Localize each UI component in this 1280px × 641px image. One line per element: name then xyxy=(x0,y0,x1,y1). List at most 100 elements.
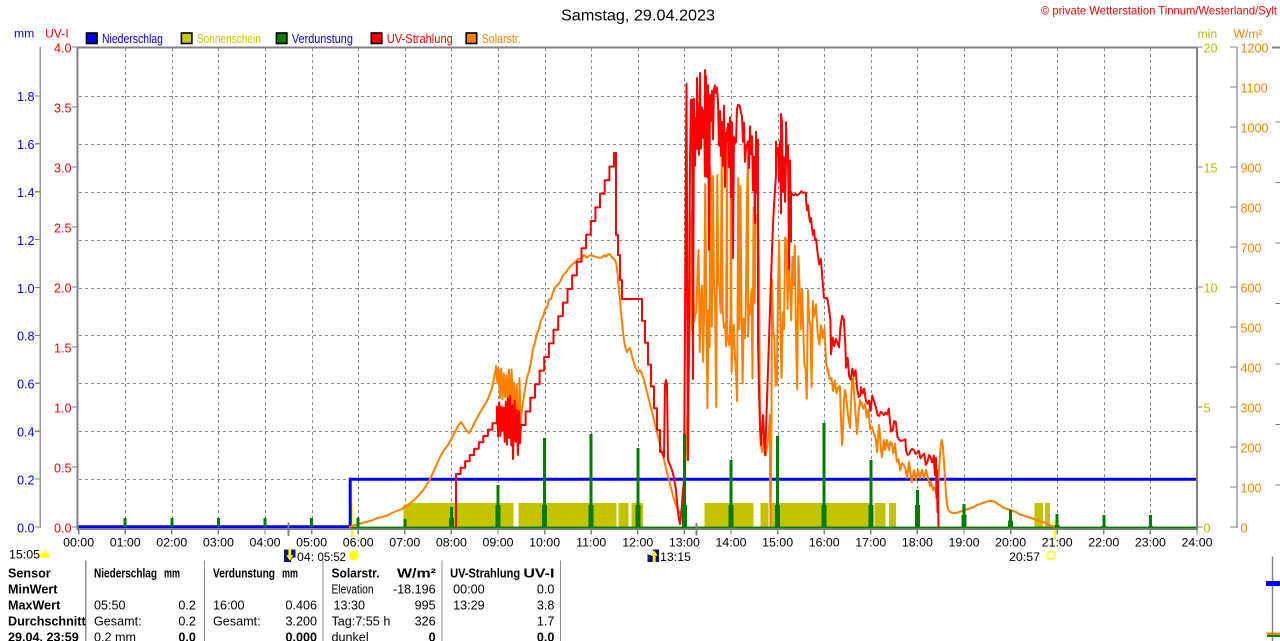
svg-text:Gesamt:: Gesamt: xyxy=(94,615,142,629)
svg-text:mm: mm xyxy=(282,567,298,581)
svg-text:5: 5 xyxy=(1204,401,1211,415)
svg-text:0.5: 0.5 xyxy=(54,461,72,475)
svg-text:Gesamt:: Gesamt: xyxy=(213,615,261,629)
svg-text:1.5: 1.5 xyxy=(54,341,72,355)
svg-text:16:00: 16:00 xyxy=(213,599,245,613)
svg-text:14:00: 14:00 xyxy=(715,536,746,550)
svg-text:800: 800 xyxy=(1241,201,1262,215)
svg-text:0.0: 0.0 xyxy=(178,631,196,641)
svg-text:1.6: 1.6 xyxy=(17,138,35,152)
svg-text:Verdunstung: Verdunstung xyxy=(292,31,353,46)
svg-text:Elevation: Elevation xyxy=(332,583,374,597)
svg-text:29.04. 23:59: 29.04. 23:59 xyxy=(8,631,79,641)
svg-text:1100: 1100 xyxy=(1241,81,1268,95)
svg-text:07:00: 07:00 xyxy=(389,536,420,550)
svg-text:09:00: 09:00 xyxy=(482,536,513,550)
svg-text:Sonnenschein: Sonnenschein xyxy=(197,31,261,46)
svg-text:0.2: 0.2 xyxy=(17,473,35,487)
svg-text:1.0: 1.0 xyxy=(17,282,35,296)
svg-text:1.7: 1.7 xyxy=(537,615,555,629)
svg-text:0: 0 xyxy=(429,631,436,641)
svg-text:3.0: 3.0 xyxy=(54,161,72,175)
svg-text:0.4: 0.4 xyxy=(17,426,35,440)
svg-text:0: 0 xyxy=(1204,521,1211,535)
svg-text:0.0: 0.0 xyxy=(54,521,72,535)
svg-text:15:05: 15:05 xyxy=(9,548,40,562)
svg-text:0.2: 0.2 xyxy=(178,599,196,613)
svg-text:dunkel: dunkel xyxy=(332,631,369,641)
svg-text:300: 300 xyxy=(1241,401,1262,415)
svg-text:500: 500 xyxy=(1241,321,1262,335)
svg-text:2.0: 2.0 xyxy=(54,281,72,295)
svg-text:2.5: 2.5 xyxy=(54,221,72,235)
svg-text:UV-Strahlung: UV-Strahlung xyxy=(387,31,453,46)
svg-text:Sensor: Sensor xyxy=(8,567,51,581)
svg-text:0.2 mm: 0.2 mm xyxy=(94,631,136,641)
svg-text:Solarstr.: Solarstr. xyxy=(332,567,380,581)
svg-text:1200: 1200 xyxy=(1241,41,1269,55)
svg-text:16:00: 16:00 xyxy=(809,536,840,550)
svg-text:1.8: 1.8 xyxy=(17,90,35,104)
svg-text:Durchschnitt: Durchschnitt xyxy=(8,615,86,629)
svg-text:0.2: 0.2 xyxy=(178,615,196,629)
svg-text:23:00: 23:00 xyxy=(1135,536,1166,550)
svg-text:mm: mm xyxy=(14,27,34,41)
svg-text:05:00: 05:00 xyxy=(296,536,327,550)
svg-text:3.5: 3.5 xyxy=(54,101,72,115)
svg-text:05:50: 05:50 xyxy=(94,599,126,613)
svg-text:15: 15 xyxy=(1204,161,1218,175)
svg-text:0.8: 0.8 xyxy=(17,330,35,344)
svg-text:13:29: 13:29 xyxy=(453,599,485,613)
svg-text:1.2: 1.2 xyxy=(17,234,35,248)
svg-text:04:: 04: xyxy=(297,550,314,564)
svg-text:0.0: 0.0 xyxy=(537,583,555,597)
svg-text:Samstag, 29.04.2023: Samstag, 29.04.2023 xyxy=(561,8,715,25)
svg-text:19:00: 19:00 xyxy=(948,536,979,550)
svg-text:04:00: 04:00 xyxy=(249,536,280,550)
svg-text:21:00: 21:00 xyxy=(1042,536,1073,550)
svg-text:06:00: 06:00 xyxy=(343,536,374,550)
svg-text:326: 326 xyxy=(415,615,436,629)
svg-text:05:52: 05:52 xyxy=(318,550,347,564)
svg-text:15:00: 15:00 xyxy=(762,536,793,550)
svg-text:20:57: 20:57 xyxy=(1009,550,1040,564)
svg-text:UV-Strahlung: UV-Strahlung xyxy=(450,567,520,581)
svg-text:0.6: 0.6 xyxy=(17,378,35,392)
svg-text:1.4: 1.4 xyxy=(17,186,35,200)
svg-text:-18.196: -18.196 xyxy=(393,583,436,597)
svg-text:995: 995 xyxy=(415,599,436,613)
svg-text:0.0: 0.0 xyxy=(537,631,555,641)
svg-text:20:00: 20:00 xyxy=(995,536,1026,550)
svg-text:0.000: 0.000 xyxy=(285,631,317,641)
svg-text:13:30: 13:30 xyxy=(334,599,366,613)
svg-text:00:00: 00:00 xyxy=(453,583,485,597)
svg-text:4.0: 4.0 xyxy=(54,41,72,55)
svg-text:02:00: 02:00 xyxy=(156,536,187,550)
svg-text:UV-I: UV-I xyxy=(523,567,554,581)
svg-text:01:00: 01:00 xyxy=(110,536,141,550)
svg-text:600: 600 xyxy=(1241,281,1262,295)
svg-text:MaxWert: MaxWert xyxy=(8,599,61,613)
svg-text:03:00: 03:00 xyxy=(203,536,234,550)
svg-text:0.406: 0.406 xyxy=(285,599,317,613)
svg-text:00:00: 00:00 xyxy=(63,536,94,550)
svg-text:Niederschlag: Niederschlag xyxy=(94,567,157,581)
svg-text:3.8: 3.8 xyxy=(537,599,555,613)
svg-text:18:00: 18:00 xyxy=(902,536,933,550)
svg-text:3.200: 3.200 xyxy=(285,615,317,629)
svg-text:Niederschlag: Niederschlag xyxy=(102,31,163,46)
svg-text:24:00: 24:00 xyxy=(1181,536,1212,550)
svg-text:11:00: 11:00 xyxy=(576,536,606,550)
svg-text:20: 20 xyxy=(1204,41,1218,55)
svg-text:100: 100 xyxy=(1241,481,1262,495)
svg-text:0.0: 0.0 xyxy=(17,521,35,535)
svg-text:12:00: 12:00 xyxy=(622,536,653,550)
svg-text:mm: mm xyxy=(164,567,180,581)
svg-text:400: 400 xyxy=(1241,361,1262,375)
svg-text:1.0: 1.0 xyxy=(54,401,72,415)
svg-text:13:15: 13:15 xyxy=(660,550,691,564)
svg-text:W/m²: W/m² xyxy=(1234,27,1263,41)
svg-text:UV-I: UV-I xyxy=(45,27,69,41)
svg-text:0: 0 xyxy=(1241,521,1248,535)
svg-text:10:00: 10:00 xyxy=(529,536,560,550)
